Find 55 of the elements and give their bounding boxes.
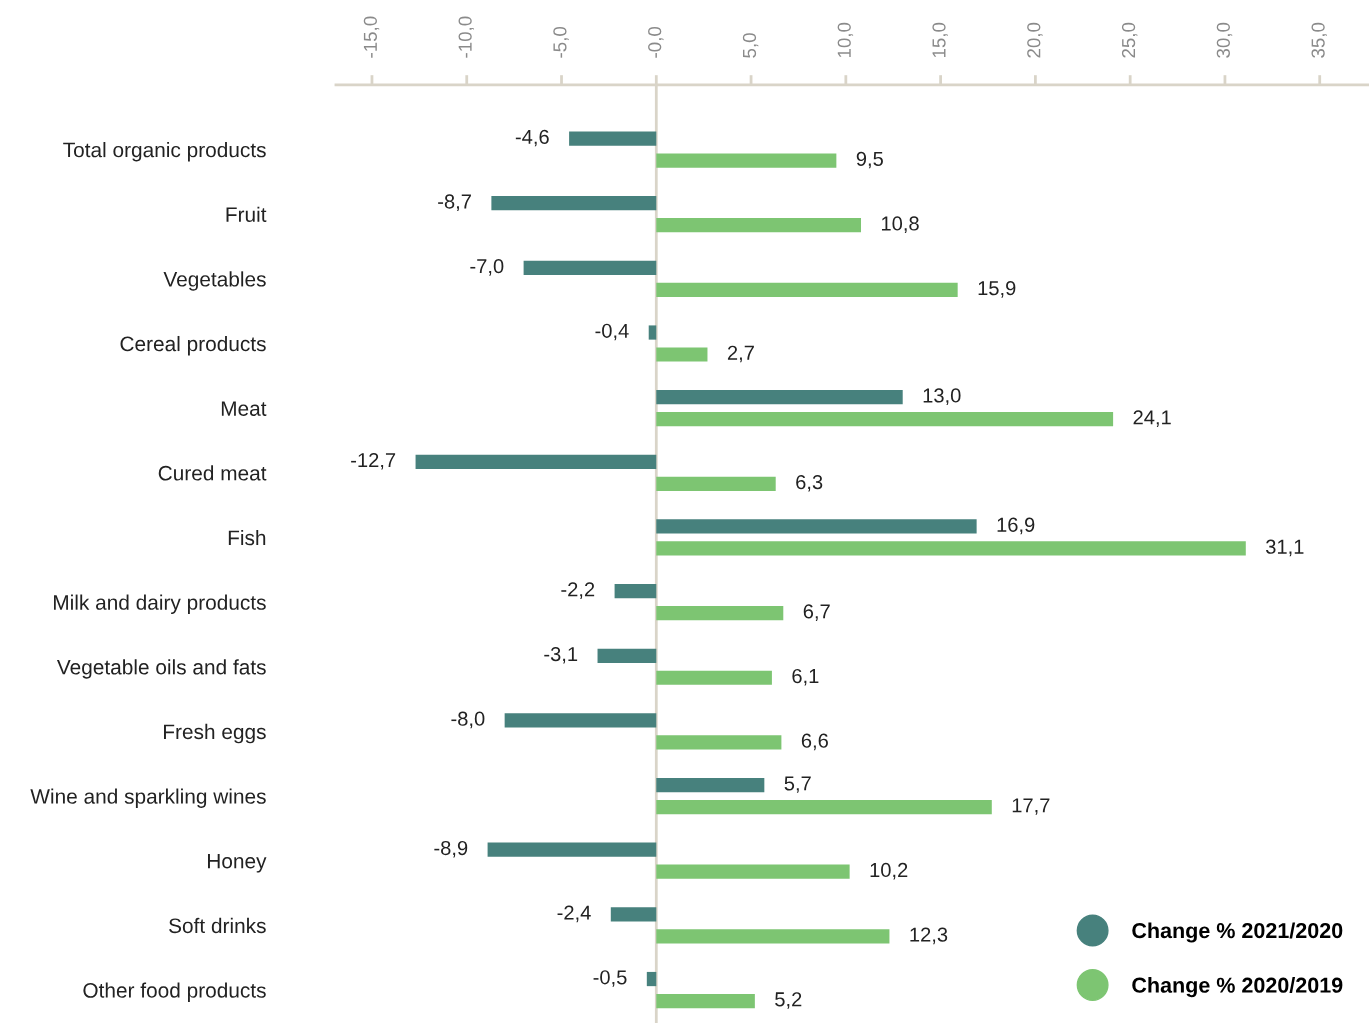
data-label: 12,3 xyxy=(910,927,948,945)
data-label: 6,3 xyxy=(796,474,823,492)
data-label: 2,7 xyxy=(727,345,754,363)
data-label: 10,8 xyxy=(881,216,919,233)
x-tick-label: 10,0 xyxy=(837,22,854,58)
data-label: -3,1 xyxy=(544,646,578,664)
data-label: 5,7 xyxy=(784,776,811,793)
data-label: -8,7 xyxy=(438,194,471,212)
data-label: -7,0 xyxy=(470,259,504,276)
y-tick-label: Wine and sparkling wines xyxy=(30,788,266,808)
x-tick-label: -15,0 xyxy=(363,16,380,58)
y-tick-label: Fish xyxy=(228,529,266,546)
x-tick-label: -10,0 xyxy=(458,16,474,58)
x-tick-label: 5,0 xyxy=(742,33,759,58)
data-label: 13,0 xyxy=(923,388,961,405)
y-tick-label: Fruit xyxy=(226,206,267,222)
y-tick-label: Cured meat xyxy=(158,465,267,481)
data-label: -12,7 xyxy=(351,452,396,470)
data-label: 16,9 xyxy=(997,517,1035,535)
y-tick-label: Total organic products xyxy=(63,142,266,162)
y-tick-label: Meat xyxy=(221,401,267,416)
x-tick-label: 15,0 xyxy=(932,22,948,58)
data-label: 15,9 xyxy=(978,281,1016,298)
y-tick-label: Cereal products xyxy=(120,335,266,356)
data-label: 6,7 xyxy=(803,604,830,621)
legend-label: Change % 2020/2019 xyxy=(1132,977,1343,998)
y-tick-label: Soft drinks xyxy=(169,917,266,934)
legend-label: Change % 2021/2020 xyxy=(1132,922,1343,943)
x-tick-label: 30,0 xyxy=(1216,22,1233,58)
data-label: 31,1 xyxy=(1266,539,1304,557)
data-label: -2,4 xyxy=(557,905,591,923)
data-label: -8,0 xyxy=(451,711,485,729)
x-tick-label: 25,0 xyxy=(1121,22,1138,58)
data-label: 9,5 xyxy=(856,151,883,169)
data-label: -8,9 xyxy=(434,840,468,858)
data-label: -4,6 xyxy=(515,129,549,147)
data-label: 17,7 xyxy=(1012,798,1050,815)
x-tick-label: 20,0 xyxy=(1027,22,1043,58)
y-tick-label: Vegetables xyxy=(163,271,266,291)
data-label: 6,6 xyxy=(801,733,828,751)
x-tick-label: -0,0 xyxy=(648,26,664,58)
y-tick-label: Vegetable oils and fats xyxy=(56,659,266,679)
y-tick-label: Fresh eggs xyxy=(164,723,266,744)
data-label: -0,4 xyxy=(595,323,629,341)
data-label: 6,1 xyxy=(792,668,819,686)
y-tick-label: Honey xyxy=(208,853,267,873)
y-tick-label: Milk and dairy products xyxy=(54,594,266,614)
y-tick-label: Other food products xyxy=(83,982,266,1002)
data-label: 5,2 xyxy=(775,992,802,1009)
data-label: -0,5 xyxy=(593,970,627,987)
data-label: -2,2 xyxy=(561,582,595,599)
data-label: 24,1 xyxy=(1133,410,1171,427)
x-tick-label: -5,0 xyxy=(553,26,569,58)
x-tick-label: 35,0 xyxy=(1311,22,1327,58)
data-label: 10,2 xyxy=(870,862,908,880)
